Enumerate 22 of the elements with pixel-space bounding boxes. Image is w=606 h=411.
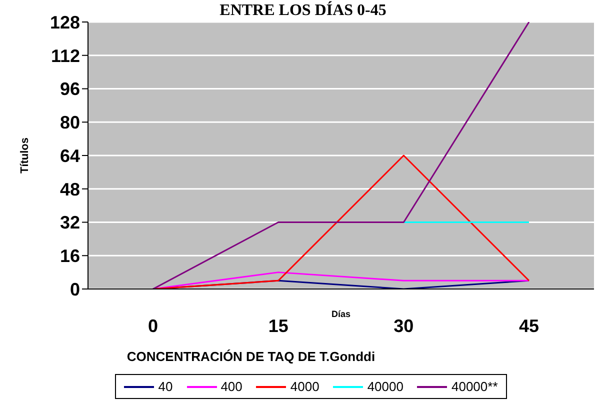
legend-label: 400 (220, 379, 242, 394)
legend-label: 40000** (451, 379, 498, 394)
x-tick-label: 15 (268, 316, 288, 336)
y-tick-label: 48 (60, 179, 80, 200)
legend-label: 40000 (367, 379, 404, 394)
x-tick-label: 30 (394, 316, 414, 336)
y-tick-label: 0 (70, 279, 80, 300)
y-tick-label: 16 (60, 246, 80, 266)
legend-label: 40 (158, 379, 173, 394)
legend-label: 4000 (290, 379, 320, 394)
y-tick-label: 128 (50, 12, 80, 32)
y-tick-label: 32 (60, 212, 80, 233)
x-tick-label: 0 (148, 316, 158, 336)
legend-title: CONCENTRACIÓN DE TAQ DE T.Gonddi (126, 349, 376, 364)
y-tick-label: 80 (60, 112, 80, 133)
y-tick-label: 112 (50, 46, 80, 66)
y-tick-label: 96 (60, 79, 80, 100)
x-tick-label: 45 (518, 316, 540, 336)
chart-title: ENTRE LOS DÍAS 0-45 (220, 2, 386, 19)
y-axis-title: Títulos (18, 137, 31, 174)
x-axis-title: Días (331, 309, 351, 319)
y-tick-label: 64 (60, 146, 80, 166)
